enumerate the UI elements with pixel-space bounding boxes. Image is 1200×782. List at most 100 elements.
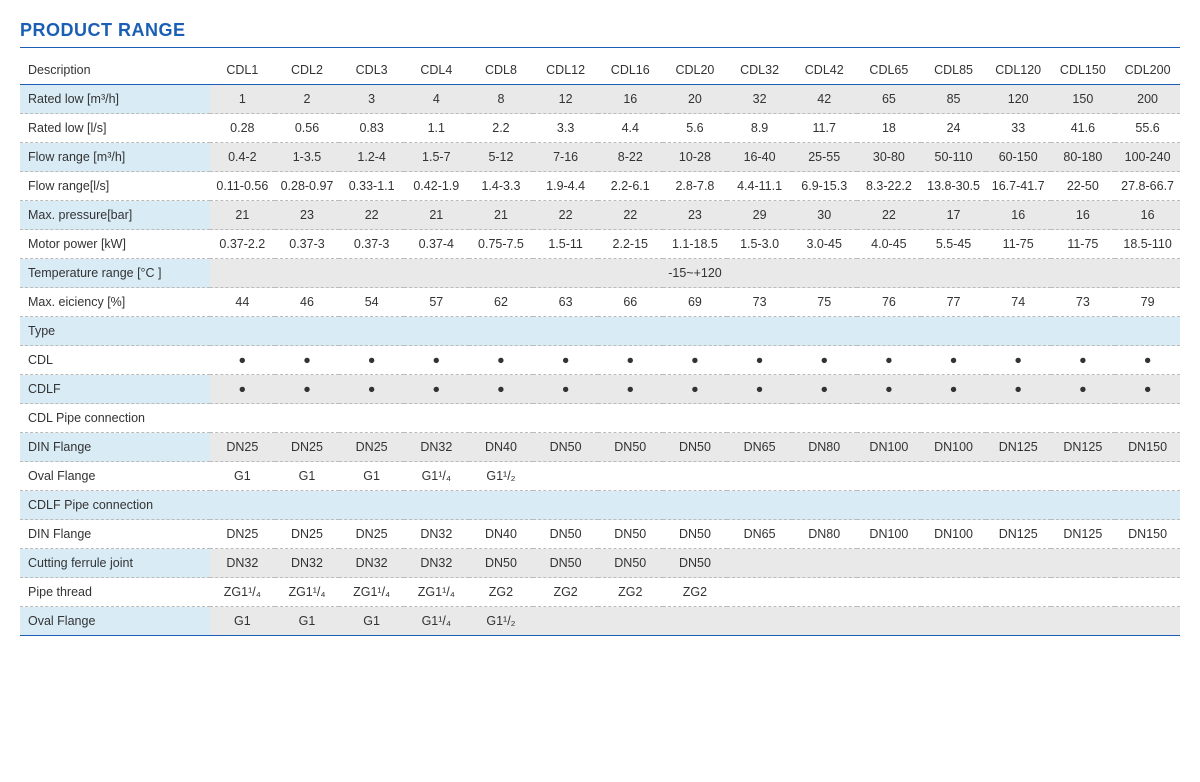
cell: 13.8-30.5 [921,172,986,201]
cell: 1-3.5 [275,143,340,172]
cell: ● [275,375,340,404]
cell: 76 [857,288,922,317]
cell: 16.7-41.7 [986,172,1051,201]
cell [727,607,792,636]
cell: 5.5-45 [921,230,986,259]
cell: 16 [1051,201,1116,230]
cell: 4.0-45 [857,230,922,259]
cell: 1.5-3.0 [727,230,792,259]
col-cdl200: CDL200 [1115,56,1180,85]
cell: 100-240 [1115,143,1180,172]
cell: 0.42-1.9 [404,172,469,201]
cell: 60-150 [986,143,1051,172]
cell: ● [1115,375,1180,404]
cell [339,491,404,520]
cell [727,317,792,346]
cell [598,317,663,346]
cell: DN150 [1115,520,1180,549]
cell [533,317,598,346]
cell [1051,317,1116,346]
cell: DN50 [469,549,534,578]
cell: ● [339,346,404,375]
cell: 50-110 [921,143,986,172]
col-description: Description [20,56,210,85]
cell: 150 [1051,85,1116,114]
table-row: Cutting ferrule jointDN32DN32DN32DN32DN5… [20,549,1180,578]
row-label: Oval Flange [20,462,210,491]
cell: 2.8-7.8 [663,172,728,201]
cell: G1 [210,607,275,636]
cell: 74 [986,288,1051,317]
row-label: Temperature range [°C ] [20,259,210,288]
cell: 79 [1115,288,1180,317]
table-row: Motor power [kW]0.37-2.20.37-30.37-30.37… [20,230,1180,259]
row-label: DIN Flange [20,433,210,462]
cell: 12 [533,85,598,114]
row-label: Max. eiciency [%] [20,288,210,317]
cell: 25-55 [792,143,857,172]
cell: 1.1 [404,114,469,143]
cell: G1¹/₂ [469,607,534,636]
table-row: CDL Pipe connection [20,404,1180,433]
cell [533,404,598,433]
cell [792,462,857,491]
col-cdl2: CDL2 [275,56,340,85]
cell: 22-50 [1051,172,1116,201]
cell: DN100 [857,433,922,462]
cell [986,549,1051,578]
cell: DN80 [792,433,857,462]
cell: DN50 [663,433,728,462]
cell: 80-180 [1051,143,1116,172]
cell: 4.4-11.1 [727,172,792,201]
row-label: CDLF [20,375,210,404]
cell [986,404,1051,433]
cell: 66 [598,288,663,317]
cell [921,607,986,636]
row-label: Flow range[l/s] [20,172,210,201]
cell: 6.9-15.3 [792,172,857,201]
cell: ● [792,346,857,375]
cell: G1 [210,462,275,491]
cell: DN125 [986,520,1051,549]
cell [469,317,534,346]
cell: 22 [339,201,404,230]
cell [275,317,340,346]
cell: 32 [727,85,792,114]
cell: DN32 [339,549,404,578]
cell: ● [1051,375,1116,404]
cell [727,578,792,607]
cell: DN25 [339,433,404,462]
col-cdl8: CDL8 [469,56,534,85]
cell: ● [404,346,469,375]
row-label: DIN Flange [20,520,210,549]
cell: 200 [1115,85,1180,114]
cell [921,404,986,433]
cell: 18 [857,114,922,143]
cell: DN50 [663,549,728,578]
cell: 0.28 [210,114,275,143]
cell: ● [275,346,340,375]
cell: DN50 [598,520,663,549]
cell: 23 [663,201,728,230]
cell: DN50 [598,549,663,578]
cell: DN25 [275,433,340,462]
cell: ● [598,346,663,375]
cell [1051,549,1116,578]
cell [404,491,469,520]
cell: 0.28-0.97 [275,172,340,201]
cell: 33 [986,114,1051,143]
cell: 0.33-1.1 [339,172,404,201]
cell: 77 [921,288,986,317]
cell [986,462,1051,491]
cell: DN32 [404,520,469,549]
cell: DN40 [469,433,534,462]
cell: DN65 [727,433,792,462]
product-range-table: DescriptionCDL1CDL2CDL3CDL4CDL8CDL12CDL1… [20,56,1180,636]
cell: DN32 [210,549,275,578]
table-row: Pipe threadZG1¹/₄ZG1¹/₄ZG1¹/₄ZG1¹/₄ZG2ZG… [20,578,1180,607]
cell [921,549,986,578]
cell: ZG2 [533,578,598,607]
cell: 62 [469,288,534,317]
cell [339,404,404,433]
row-label: Cutting ferrule joint [20,549,210,578]
